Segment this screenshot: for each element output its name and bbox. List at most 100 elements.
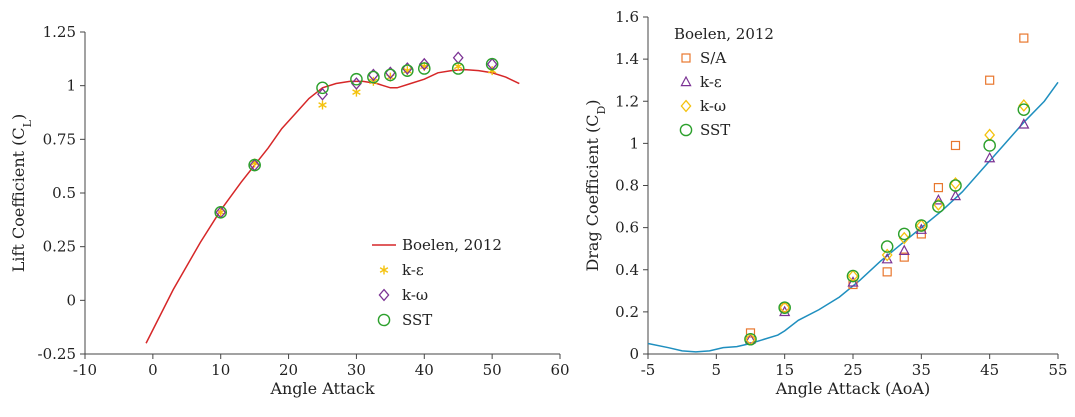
- data-point: [418, 57, 430, 71]
- data-point: [367, 70, 380, 84]
- plot-area: [647, 33, 1059, 353]
- data-point: [1017, 103, 1031, 116]
- data-point: [778, 301, 791, 314]
- y-axis-label: Lift Coefficient (CL): [9, 114, 34, 272]
- data-point: [932, 200, 945, 213]
- y-tick-label: 0.75: [43, 130, 76, 148]
- data-point: [880, 240, 894, 253]
- data-point: [933, 183, 944, 193]
- plot-area: [145, 51, 520, 344]
- lift-coefficient-chart: -10 0 10 20 30 40 50 60 -0.25 0 0.25 0.5 0.75 1 1.25 An…: [9, 23, 570, 398]
- data-point: [384, 68, 397, 82]
- data-point: [1018, 99, 1030, 112]
- y-tick-label: 0.4: [615, 261, 639, 279]
- data-point: [949, 179, 962, 192]
- x-tick-label: 0: [148, 361, 158, 379]
- series-sst: [744, 103, 1031, 346]
- legend-swatch-marker: [377, 313, 391, 327]
- axes: -10 0 10 20 30 40 50 60 -0.25 0 0.25 0.5 0.75 1 1.25 An…: [9, 23, 570, 398]
- x-tick-label: 20: [279, 361, 298, 379]
- axes: -5 5 15 25 35 45 55 0 0.2 0.4 0.6 0.8 1 1.2 1.4 1.6 Angl…: [583, 8, 1068, 398]
- data-point: [949, 189, 962, 201]
- data-point: [898, 244, 910, 255]
- y-axis-label: Drag Coefficient (CD): [583, 99, 608, 271]
- series-k-: [745, 99, 1030, 346]
- data-point: [898, 231, 910, 245]
- data-point: [915, 219, 928, 232]
- data-point: [984, 151, 996, 163]
- y-tick-label: 0.8: [615, 177, 639, 195]
- y-tick-label: 0.2: [615, 303, 639, 321]
- data-point: [451, 62, 465, 75]
- legend-label: Boelen, 2012: [402, 236, 502, 254]
- data-point: [350, 77, 362, 90]
- data-point: [950, 140, 961, 151]
- data-point: [1018, 118, 1030, 129]
- y-tick-label: 1.25: [43, 23, 76, 41]
- legend-label: k-ε: [700, 73, 722, 91]
- data-point: [984, 128, 996, 142]
- x-tick-label: -5: [641, 361, 656, 379]
- legend-label: k-ω: [700, 97, 726, 115]
- y-tick-label: 1: [629, 134, 639, 152]
- legend-swatch-marker: [680, 99, 692, 113]
- data-point: [214, 206, 228, 219]
- y-tick-label: 1.2: [615, 92, 639, 110]
- legend-label: SST: [700, 121, 730, 139]
- x-tick-label: -10: [73, 361, 97, 379]
- y-tick-label: 1: [66, 77, 76, 95]
- data-point: [417, 62, 431, 75]
- y-tick-label: 0: [66, 291, 76, 309]
- legend-swatch-marker: [681, 53, 691, 63]
- legend-label: S/A: [700, 49, 726, 67]
- x-tick-label: 35: [912, 361, 931, 379]
- legend: Boelen, 2012 S/A k-ε k-ω SST: [674, 25, 774, 139]
- legend-title: Boelen, 2012: [674, 25, 774, 43]
- data-point: [846, 269, 860, 283]
- legend-label: SST: [402, 311, 432, 329]
- data-point: [485, 57, 499, 71]
- data-point: [744, 332, 757, 346]
- data-point: [985, 75, 995, 85]
- legend-swatch-marker: [378, 288, 390, 302]
- legend: Boelen, 2012 k-ε k-ω SST: [372, 236, 502, 329]
- series-sst: [214, 57, 499, 219]
- legend-swatch-marker: [680, 75, 692, 87]
- data-point: [881, 248, 893, 262]
- legend-swatch-marker: [679, 123, 693, 137]
- x-axis-label: Angle Attack: [269, 379, 374, 398]
- data-point: [350, 72, 363, 86]
- x-tick-label: 25: [843, 361, 862, 379]
- data-point: [401, 64, 414, 77]
- data-point: [882, 267, 892, 277]
- x-tick-label: 30: [347, 361, 366, 379]
- y-tick-label: 0.5: [52, 184, 76, 202]
- y-tick-label: -0.25: [38, 345, 76, 363]
- y-tick-label: 0: [629, 345, 639, 363]
- drag-coefficient-chart: -5 5 15 25 35 45 55 0 0.2 0.4 0.6 0.8 1 1.2 1.4 1.6 Angl…: [583, 8, 1068, 398]
- data-point: [899, 252, 909, 262]
- y-tick-label: 0.6: [615, 219, 639, 237]
- x-tick-label: 55: [1048, 361, 1067, 379]
- data-point: [983, 139, 996, 152]
- y-tick-label: 0.25: [43, 238, 76, 256]
- series-s-a: [745, 33, 1029, 338]
- x-tick-label: 15: [775, 361, 794, 379]
- data-point: [316, 81, 329, 95]
- x-tick-label: 5: [712, 361, 722, 379]
- y-tick-label: 1.4: [615, 50, 639, 68]
- legend-swatch-marker: [379, 265, 389, 275]
- series-k-: [215, 51, 498, 219]
- series-line-boelen-2012: [145, 68, 520, 344]
- data-point: [897, 227, 911, 241]
- x-tick-label: 10: [211, 361, 230, 379]
- x-axis-label: Angle Attack (AoA): [775, 379, 930, 398]
- data-point: [915, 223, 927, 234]
- legend-label: k-ω: [402, 286, 428, 304]
- data-point: [452, 51, 464, 65]
- series-line-reference: [647, 81, 1059, 353]
- legend-label: k-ε: [402, 261, 424, 279]
- data-point: [932, 193, 945, 205]
- x-tick-label: 40: [415, 361, 434, 379]
